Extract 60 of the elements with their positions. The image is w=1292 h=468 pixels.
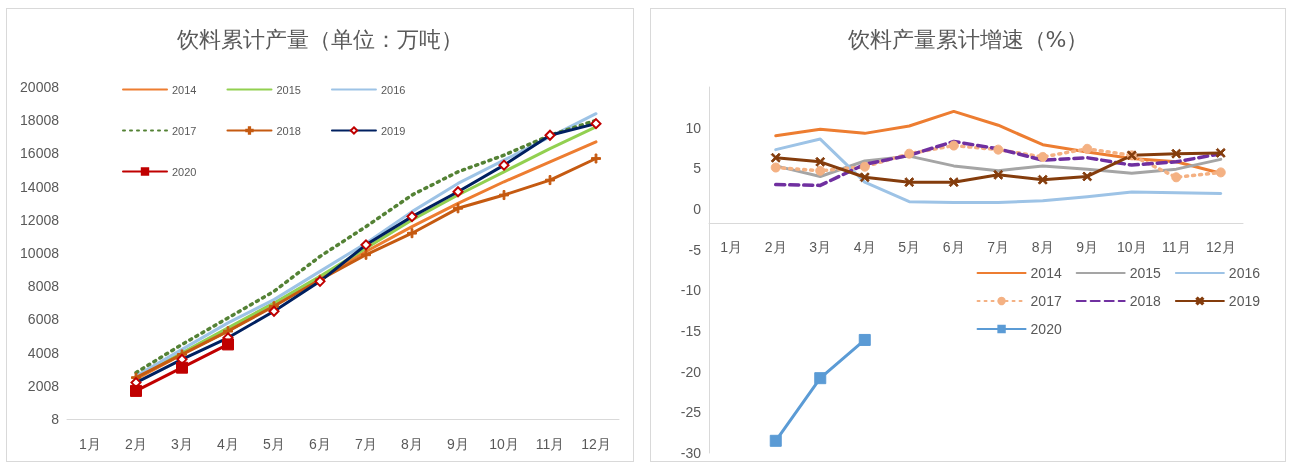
chart-title: 饮料累计产量（单位：万吨）	[176, 26, 463, 52]
x-tick-label: 3月	[809, 238, 832, 255]
legend-label: 2017	[172, 124, 197, 137]
legend-label: 2018	[276, 124, 301, 137]
x-tick-label: 3月	[171, 436, 193, 452]
legend-label: 2020	[172, 165, 197, 178]
y-tick-label: 8	[51, 411, 60, 427]
x-tick-label: 10月	[1116, 238, 1147, 255]
x-tick-label: 1月	[79, 436, 101, 452]
y-tick-label: 12008	[20, 211, 60, 228]
x-tick-label: 4月	[853, 238, 876, 255]
legend-label: 2015	[1129, 265, 1162, 281]
y-tick-label: -10	[680, 282, 702, 299]
legend-label: 2014	[1030, 265, 1062, 281]
chart-title: 饮料产量累计增速（%）	[846, 26, 1089, 52]
y-tick-label: 2008	[27, 377, 60, 394]
legend-label: 2018	[1129, 293, 1162, 309]
y-tick-label: 10008	[20, 245, 60, 261]
legend-label: 2019	[380, 124, 406, 137]
x-tick-label: 4月	[217, 436, 239, 452]
legend-label: 2016	[380, 83, 406, 96]
x-tick-label: 12月	[581, 436, 611, 452]
legend-label: 2020	[1030, 321, 1062, 337]
legend-label: 2014	[172, 83, 197, 96]
y-tick-label: 14008	[20, 178, 60, 195]
y-tick-label: 4008	[27, 344, 60, 361]
y-tick-label: 5	[693, 160, 702, 177]
x-tick-label: 12月	[1205, 238, 1236, 255]
x-tick-label: 11月	[1161, 238, 1191, 255]
y-tick-label: 10	[685, 119, 702, 136]
x-tick-label: 6月	[942, 238, 965, 255]
x-tick-label: 8月	[1031, 238, 1054, 255]
legend-label: 2016	[1228, 265, 1261, 281]
x-tick-label: 2月	[125, 436, 147, 452]
legend-label: 2015	[276, 83, 301, 96]
x-tick-label: 1月	[720, 238, 743, 255]
y-tick-label: 8008	[27, 278, 60, 295]
x-tick-label: 7月	[987, 238, 1010, 255]
y-tick-label: -20	[680, 363, 702, 380]
y-tick-label: -5	[688, 241, 702, 258]
y-tick-label: -15	[680, 323, 702, 339]
y-tick-label: -30	[680, 445, 702, 461]
x-tick-label: 8月	[401, 436, 423, 452]
y-tick-label: 16008	[20, 145, 60, 162]
y-tick-label: 0	[693, 201, 702, 217]
y-tick-label: 18008	[20, 112, 60, 129]
x-tick-label: 10月	[489, 436, 519, 452]
legend-label: 2017	[1030, 293, 1062, 309]
y-tick-label: -25	[680, 404, 702, 421]
x-tick-label: 9月	[447, 436, 469, 452]
x-tick-label: 5月	[263, 436, 285, 452]
x-tick-label: 7月	[355, 436, 377, 452]
x-tick-label: 11月	[535, 436, 565, 452]
x-tick-label: 5月	[898, 238, 921, 255]
legend-label: 2019	[1228, 293, 1261, 309]
y-tick-label: 6008	[27, 311, 60, 328]
x-tick-label: 6月	[309, 436, 331, 452]
x-tick-label: 2月	[764, 238, 787, 255]
y-tick-label: 20008	[20, 79, 60, 95]
x-tick-label: 9月	[1076, 238, 1099, 255]
